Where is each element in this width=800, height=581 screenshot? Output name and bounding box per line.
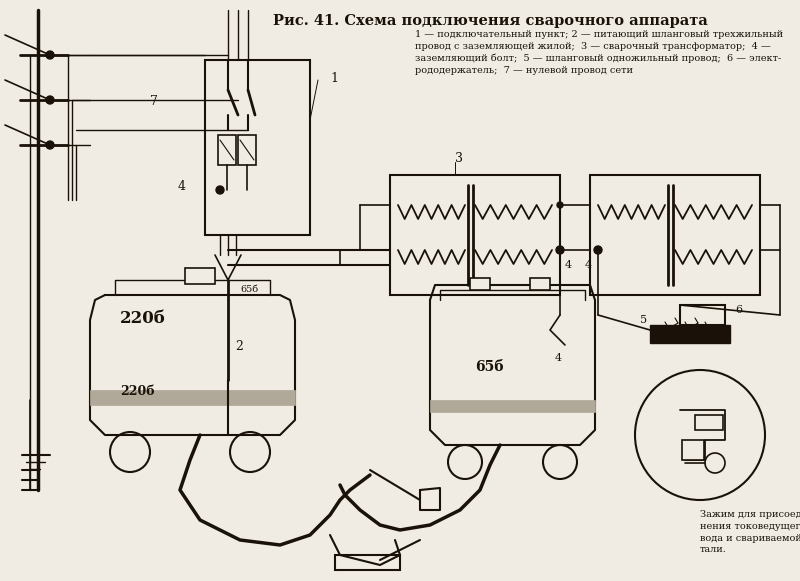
Text: 4: 4 [565, 260, 572, 270]
Bar [218, 135, 236, 165]
Text: 4: 4 [178, 180, 186, 193]
Bar [335, 555, 400, 570]
Circle shape [594, 246, 602, 254]
Bar [530, 278, 550, 290]
Bar [650, 325, 730, 343]
Circle shape [556, 246, 564, 254]
Bar [682, 440, 704, 460]
Text: 65б: 65б [240, 285, 258, 294]
Text: Зажим для присоеди-
нения токоведущего про-
вода и свариваемой де-
тали.: Зажим для присоеди- нения токоведущего п… [700, 510, 800, 554]
Bar [390, 175, 560, 295]
Bar [238, 135, 256, 165]
Circle shape [46, 141, 54, 149]
Bar [470, 278, 490, 290]
Text: 2: 2 [235, 340, 243, 353]
Text: 7: 7 [150, 95, 158, 108]
Circle shape [46, 96, 54, 104]
Bar [695, 415, 723, 430]
Text: Рис. 41. Схема подключения сварочного аппарата: Рис. 41. Схема подключения сварочного ап… [273, 14, 707, 28]
Bar [205, 60, 310, 235]
Text: 4: 4 [585, 260, 592, 270]
Text: 6: 6 [735, 305, 742, 315]
Circle shape [557, 202, 563, 208]
Text: 220б: 220б [120, 385, 154, 398]
Bar [90, 390, 295, 405]
Circle shape [557, 247, 563, 253]
Text: 3: 3 [455, 152, 463, 165]
Text: 220б: 220б [120, 310, 166, 327]
Bar [590, 175, 760, 295]
Bar [430, 400, 595, 412]
Text: 65б: 65б [475, 360, 503, 374]
Bar [680, 305, 725, 325]
Bar [185, 268, 215, 284]
Text: 5: 5 [640, 315, 647, 325]
Text: 1 — подключательный пункт; 2 — питающий шланговый трехжильный
провод с заземляющ: 1 — подключательный пункт; 2 — питающий … [415, 30, 783, 75]
Circle shape [46, 51, 54, 59]
Circle shape [216, 186, 224, 194]
Text: 4: 4 [555, 353, 562, 363]
Text: 1: 1 [330, 72, 338, 85]
